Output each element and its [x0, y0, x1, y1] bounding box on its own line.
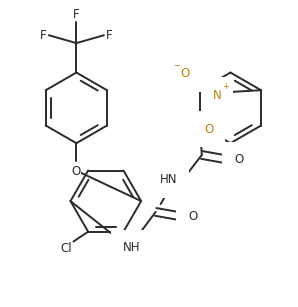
- Text: Cl: Cl: [61, 242, 72, 255]
- Text: N: N: [212, 89, 221, 102]
- Text: F: F: [106, 29, 112, 42]
- Text: NH: NH: [122, 241, 140, 254]
- Text: O: O: [234, 154, 243, 166]
- Text: O: O: [180, 67, 190, 80]
- Text: F: F: [73, 8, 80, 21]
- Text: −: −: [173, 61, 180, 70]
- Text: O: O: [188, 210, 197, 223]
- Text: +: +: [222, 82, 229, 91]
- Text: F: F: [40, 29, 47, 42]
- Text: O: O: [204, 122, 214, 136]
- Text: HN: HN: [160, 173, 177, 186]
- Text: O: O: [72, 165, 81, 178]
